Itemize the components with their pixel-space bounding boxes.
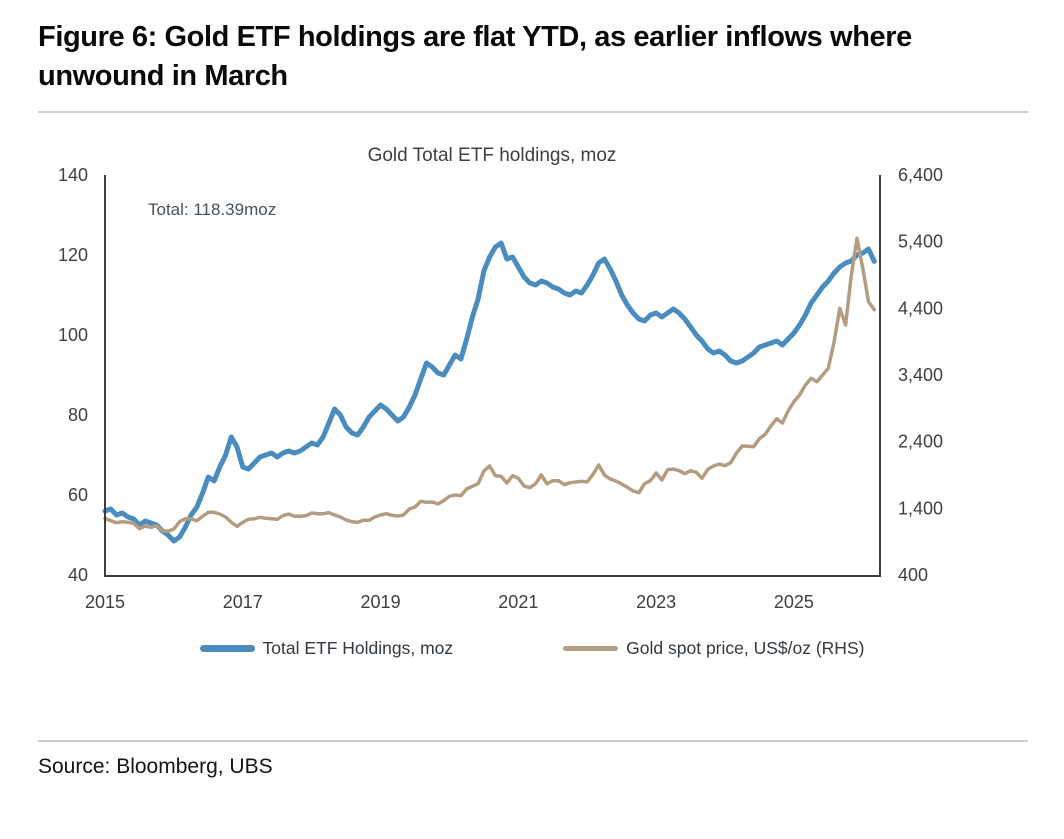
left-axis-tick: 40 [68, 565, 88, 585]
x-axis-tick: 2025 [774, 592, 814, 612]
series-lines [102, 236, 877, 544]
right-axis-tick: 6,400 [898, 165, 943, 185]
gold-price-line-swatch [563, 645, 619, 652]
legend-item-etf-holdings: Total ETF Holdings, moz [199, 638, 454, 659]
left-axis-tick: 80 [68, 405, 88, 425]
left-axis-tick: 120 [58, 245, 88, 265]
left-axis-tick-labels: 40 60 80 100 120 140 [58, 165, 88, 585]
x-axis-tick: 2019 [361, 592, 401, 612]
figure-title: Figure 6: Gold ETF holdings are flat YTD… [38, 21, 912, 92]
x-axis-tick: 2023 [636, 592, 676, 612]
right-axis-tick: 400 [898, 565, 928, 585]
right-axis-tick: 2,400 [898, 432, 943, 452]
x-axis-tick: 2017 [223, 592, 263, 612]
x-axis-tick-labels: 2015 2017 2019 2021 2023 2025 [85, 592, 814, 612]
gold-price-line [103, 236, 877, 534]
x-axis-tick: 2015 [85, 592, 125, 612]
right-axis-tick: 1,400 [898, 498, 943, 518]
legend-item-gold-price: Gold spot price, US$/oz (RHS) [563, 638, 864, 659]
chart-title: Gold Total ETF holdings, moz [368, 145, 617, 166]
chart-legend: Total ETF Holdings, moz Gold spot price,… [0, 638, 1064, 659]
etf-holdings-line [102, 240, 877, 544]
right-axis-tick: 5,400 [898, 232, 943, 252]
legend-label-gold-price: Gold spot price, US$/oz (RHS) [626, 638, 865, 658]
left-axis-tick: 60 [68, 485, 88, 505]
right-axis-tick: 4,400 [898, 298, 943, 318]
source-note: Source: Bloomberg, UBS [38, 755, 273, 778]
right-axis-tick: 3,400 [898, 365, 943, 385]
etf-holdings-line-swatch [199, 645, 255, 652]
gold-etf-holdings-chart: Gold Total ETF holdings, moz Total: 118.… [58, 145, 943, 612]
bottom-divider [38, 740, 1028, 742]
left-axis-tick: 140 [58, 165, 88, 185]
top-divider [38, 111, 1028, 113]
legend-label-etf-holdings: Total ETF Holdings, moz [262, 638, 454, 658]
left-axis-tick: 100 [58, 325, 88, 345]
right-axis-tick-labels: 400 1,400 2,400 3,400 4,400 5,400 6,400 [898, 165, 943, 585]
x-axis-tick: 2021 [498, 592, 538, 612]
total-annotation: Total: 118.39moz [148, 200, 276, 219]
